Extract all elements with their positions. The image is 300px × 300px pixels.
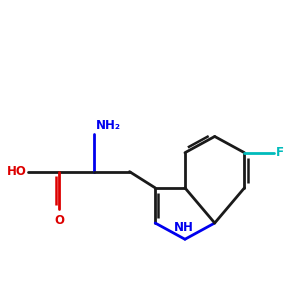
Text: HO: HO <box>7 165 27 178</box>
Text: O: O <box>54 214 64 226</box>
Text: NH₂: NH₂ <box>96 118 121 132</box>
Text: NH: NH <box>174 221 194 234</box>
Text: F: F <box>276 146 284 159</box>
